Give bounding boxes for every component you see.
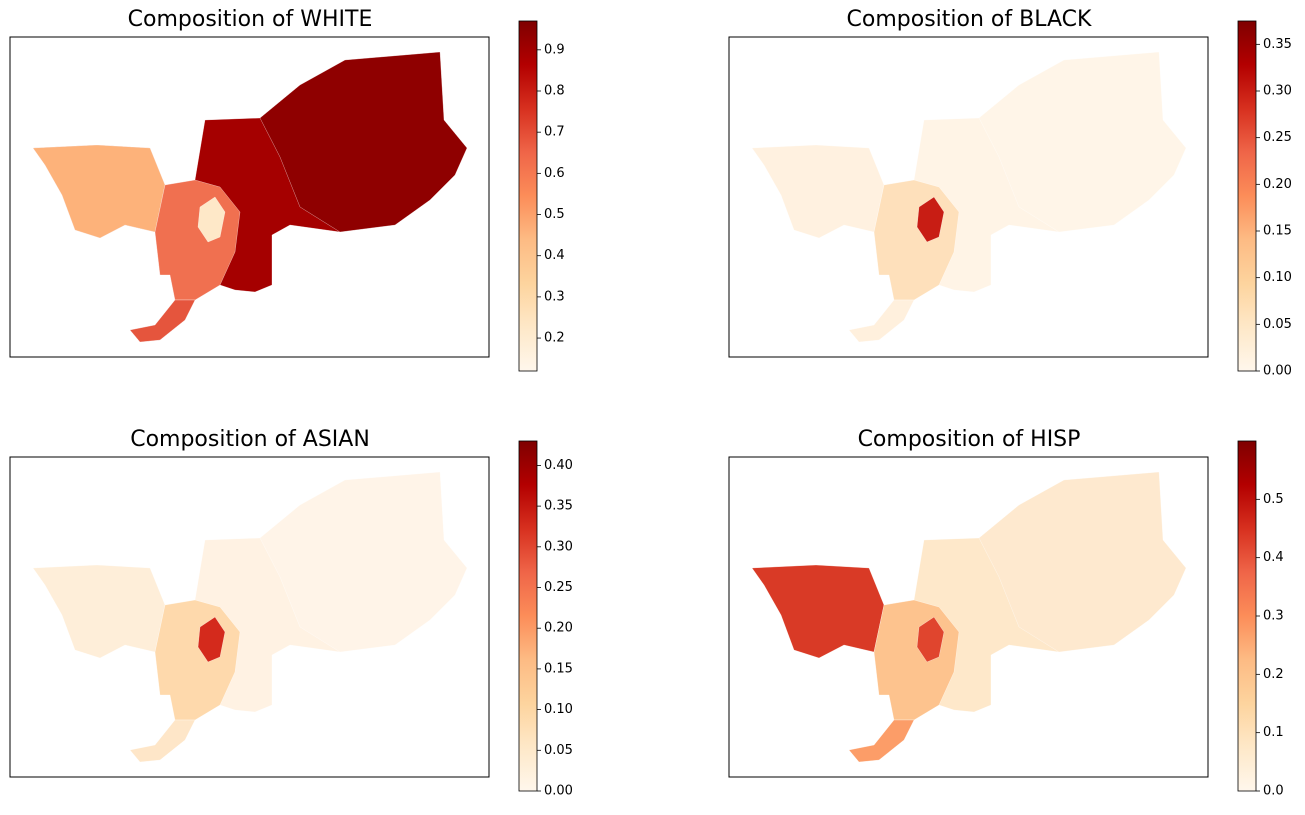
colorbar-tick-label: 0.0 [1263,784,1284,799]
colorbar-tick-label: 0.25 [544,580,573,595]
chart-title: Composition of HISP [858,427,1081,452]
colorbar-tick-label: 0.5 [1263,492,1284,507]
region-south [848,299,915,343]
colorbar-tick-label: 0.15 [1263,224,1292,239]
colorbar-tick-label: 0.10 [1263,270,1292,285]
map [728,36,1209,358]
colorbar-tick-label: 0.40 [544,458,573,473]
map-panel: Composition of ASIAN 0.00 0.05 0.10 0.15 0.20… [9,427,573,799]
colorbar-tick-label: 0.35 [544,499,573,514]
colorbar-tick-label: 0.2 [1263,667,1284,682]
colorbar-tick-label: 0.05 [544,743,573,758]
colorbar-tick-label: 0.30 [544,539,573,554]
colorbar-tick-label: 0.05 [1263,317,1292,332]
region-west [751,564,885,659]
map [9,456,490,778]
map [728,456,1209,778]
colorbar-tick-label: 0.3 [1263,609,1284,624]
region-west [32,144,166,239]
colorbar [1237,440,1257,792]
map-frame [728,36,1209,358]
map-frame [728,456,1209,778]
region-south [848,719,915,763]
map [9,36,490,358]
colorbar-tick-label: 0.15 [544,661,573,676]
map-panel: Composition of WHITE 0.2 0.3 0.4 0.5 0.6 0.7 0.… [9,7,565,372]
colorbar-tick-label: 0.35 [1263,37,1292,52]
map-panel: Composition of BLACK 0.00 0.05 0.10 0.15 0.20… [728,7,1292,379]
region-west [32,564,166,659]
colorbar-tick-label: 0.20 [1263,177,1292,192]
chart-title: Composition of ASIAN [130,427,370,452]
colorbar-tick-label: 0.9 [544,42,565,57]
colorbar-tick-label: 0.00 [1263,364,1292,379]
colorbar-tick-label: 0.10 [544,702,573,717]
colorbar [1237,20,1257,372]
colorbar-tick-label: 0.3 [544,289,565,304]
colorbar-tick-label: 0.5 [544,207,565,222]
region-west [751,144,885,239]
colorbar-tick-label: 0.4 [1263,550,1284,565]
colorbar-tick-label: 0.2 [544,331,565,346]
colorbar [518,440,538,792]
colorbar-tick-label: 0.1 [1263,725,1284,740]
chart-title: Composition of WHITE [128,7,373,32]
colorbar-tick-label: 0.4 [544,248,565,263]
chart-title: Composition of BLACK [847,7,1092,32]
colorbar-tick-label: 0.30 [1263,84,1292,99]
region-south [129,299,196,343]
map-panel: Composition of HISP 0.0 0.1 0.2 0.3 0.4 0.5 [728,427,1284,799]
map-frame [9,456,490,778]
colorbar-tick-label: 0.7 [544,125,565,140]
colorbar [518,20,538,372]
region-south [129,719,196,763]
map-frame [9,36,490,358]
colorbar-tick-label: 0.6 [544,166,565,181]
colorbar-tick-label: 0.25 [1263,130,1292,145]
colorbar-tick-label: 0.00 [544,784,573,799]
colorbar-tick-label: 0.8 [544,84,565,99]
colorbar-tick-label: 0.20 [544,621,573,636]
